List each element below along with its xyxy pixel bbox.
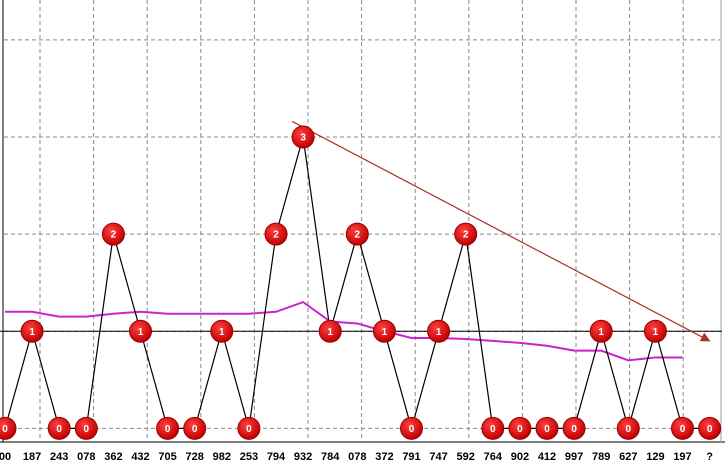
point-label: 0 [56, 424, 62, 435]
point-label: 1 [382, 327, 388, 338]
point-marker [372, 319, 396, 343]
point-label: 2 [111, 230, 117, 241]
point-label: 0 [680, 424, 686, 435]
point-label: 0 [626, 424, 632, 435]
point-label: 0 [165, 424, 171, 435]
x-tick-label: 764 [484, 451, 503, 463]
point-marker [535, 416, 559, 440]
point-marker [643, 319, 667, 343]
x-tick-label: 627 [619, 451, 637, 463]
point-marker [671, 416, 694, 440]
trendline [291, 120, 711, 342]
point-marker [0, 416, 17, 440]
x-tick-label: 705 [158, 451, 176, 463]
point-marker [156, 416, 180, 440]
point-marker [318, 319, 342, 343]
x-tick-label: 412 [538, 451, 556, 463]
x-tick-label: 997 [565, 451, 583, 463]
point-label: 1 [653, 327, 659, 338]
point-marker [264, 222, 288, 246]
point-label: 2 [463, 230, 469, 241]
x-tick-label: 794 [267, 451, 286, 463]
x-tick-label: 728 [186, 451, 204, 463]
point-label: 2 [273, 230, 279, 241]
point-marker [454, 222, 478, 246]
point-marker [698, 416, 722, 440]
point-marker [616, 416, 640, 440]
x-tick-label: 789 [592, 451, 610, 463]
point-label: 0 [490, 424, 496, 435]
point-marker [508, 416, 532, 440]
x-tick-label: 784 [321, 451, 340, 463]
point-marker [210, 319, 234, 343]
point-label: 3 [300, 133, 306, 144]
point-marker [427, 319, 451, 343]
point-marker [481, 416, 505, 440]
point-label: 1 [598, 327, 604, 338]
point-label: 0 [517, 424, 523, 435]
point-label: 0 [84, 424, 90, 435]
x-tick-label: 982 [213, 451, 231, 463]
point-label: 1 [138, 327, 144, 338]
x-tick-label: 253 [240, 451, 258, 463]
point-marker [20, 319, 44, 343]
point-marker [562, 416, 586, 440]
x-tick-label: 00 [0, 451, 11, 463]
point-marker [101, 222, 125, 246]
point-marker [291, 125, 315, 149]
point-marker [589, 319, 613, 343]
x-tick-label: 187 [23, 451, 41, 463]
point-marker [129, 319, 152, 343]
point-marker [237, 416, 261, 440]
x-tick-label: 362 [104, 451, 122, 463]
x-tick-label: 932 [294, 451, 312, 463]
x-tick-label: 747 [429, 451, 447, 463]
point-marker [183, 416, 207, 440]
vertical-grid [39, 0, 684, 440]
x-tick-label: 078 [348, 451, 366, 463]
point-marker [74, 416, 98, 440]
point-marker [345, 222, 369, 246]
point-label: 2 [355, 230, 361, 241]
x-tick-label: ? [706, 451, 713, 463]
point-marker [400, 416, 423, 440]
point-marker [47, 416, 71, 440]
x-tick-label: 902 [511, 451, 529, 463]
point-label: 0 [707, 424, 713, 435]
point-label: 0 [571, 424, 577, 435]
point-label: 1 [327, 327, 333, 338]
point-label: 0 [246, 424, 252, 435]
point-label: 0 [544, 424, 550, 435]
x-tick-label: 243 [50, 451, 68, 463]
point-label: 1 [219, 327, 225, 338]
x-tick-label: 592 [457, 451, 475, 463]
point-label: 0 [192, 424, 198, 435]
x-tick-label: 129 [646, 451, 664, 463]
x-tick-label: 197 [673, 451, 691, 463]
x-tick-label: 432 [131, 451, 149, 463]
point-label: 1 [436, 327, 442, 338]
point-label: 0 [2, 424, 8, 435]
x-tick-label: 372 [375, 451, 393, 463]
point-label: 0 [409, 424, 415, 435]
x-tick-label: 791 [402, 451, 420, 463]
point-label: 1 [29, 327, 35, 338]
moving-average-line [5, 300, 683, 362]
x-tick-label: 078 [77, 451, 95, 463]
